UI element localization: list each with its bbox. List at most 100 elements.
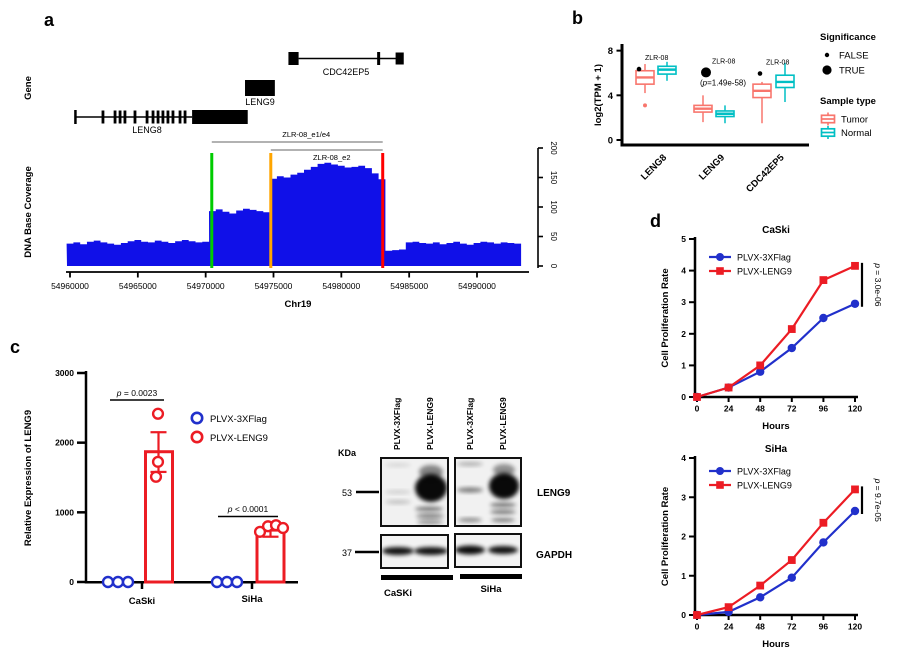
boxplot-y-axis-title: log2(TPM + 1) [593,64,604,126]
blot-band [419,465,443,479]
blot-band [414,547,448,555]
flag-data-point [220,575,234,589]
legend-marker [716,267,724,275]
caski-group-bar [381,575,453,580]
outlier-point [643,103,647,108]
series-point [819,313,828,323]
chr19-axis-tick-label: 54980000 [322,281,360,291]
panel-d-label: d [650,211,661,231]
cdc42ep5-gene-label: CDC42EP5 [323,67,370,77]
leng8-exon [123,110,127,124]
line-y-tick-label: 2 [681,329,686,339]
series-point [756,367,765,376]
blot-band [488,546,518,554]
blot-lane-label-4: PLVX-LENG9 [498,397,508,450]
blot-band [489,473,519,499]
zlr-sample-label: ZLR-08 [645,55,668,62]
legend-leng9-glyph [190,430,204,444]
expression-boxplot-chart: 0 4 8 log2(TPM + 1) ZLR-08 ZLR-08 (p=1.49e-58)… [593,32,876,195]
coverage-area [66,162,522,266]
legend-series-label: PLVX-LENG9 [737,267,792,277]
series-point [787,325,796,333]
leng8-gene-label: LENG8 [132,125,162,135]
line-x-tick-label: 96 [819,404,829,414]
blot-lane-label-1: PLVX-3XFlag [392,398,402,450]
leng8-exon [151,110,155,124]
cdc42ep5-exon [377,52,381,65]
blot-band [491,518,515,522]
line-x-tick-label: 48 [755,404,765,414]
series-point [756,581,765,590]
blot-band [490,510,516,514]
blot-band [417,520,443,524]
antibody-gapdh-label: GAPDH [536,550,572,561]
bar-y-tick-label: 1000 [55,507,74,517]
legend-marker [716,481,724,489]
series-line [696,302,856,399]
chr19-axis-tick-label: 54985000 [390,281,428,291]
leng9-data-point [253,525,267,538]
series-line [696,510,856,617]
series-point [850,299,860,308]
leng8-exon [183,110,187,124]
marker-53-label: 53 [342,488,352,498]
blot-cell-siha-label: SiHa [480,584,502,595]
series-point [851,485,859,494]
blot-bands-siha-gapdh [455,545,518,555]
bar-y-axis-title: Relative Expression of LENG9 [23,410,34,546]
legend-false-label: FALSE [839,51,869,62]
series-point [819,538,828,547]
boxplot-category-label: LENG9 [697,152,727,182]
blot-band [415,506,443,512]
leng8-exon [145,110,149,124]
line-x-axis-title: Hours [762,421,789,432]
line-x-tick-label: 24 [724,404,734,414]
blot-band [458,518,482,522]
legend-significance-title: Significance [820,32,876,43]
series-point [756,593,765,602]
line-y-tick-label: 1 [681,571,686,581]
bar-category-label: CaSki [129,596,155,607]
line-y-tick-label: 0 [681,392,686,402]
leng8-exon [156,110,160,124]
line-p-value: p = 3.0e-06 [873,262,883,307]
legend-series-label: PLVX-LENG9 [737,481,792,491]
line-y-tick-label: 4 [681,266,686,276]
series-point [787,556,796,564]
blot-band [385,490,411,494]
series-line [696,264,856,399]
legend-marker [716,467,724,475]
significance-dot [636,66,642,72]
line-x-tick-label: 72 [787,404,797,414]
coverage-axis-tick-label: 0 [549,264,558,269]
significance-dot [701,67,711,78]
series-point [851,261,859,270]
legend-sample-label: Tumor [841,115,868,126]
boxplot-y-tick-label: 8 [608,46,613,57]
line-x-tick-label: 120 [848,622,862,632]
western-blot: PLVX-3XFlag PLVX-LENG9 PLVX-3XFlag PLVX-… [338,397,572,599]
bar-y-tick-label: 3000 [55,368,74,378]
line-x-tick-label: 0 [695,622,700,632]
line-y-tick-label: 1 [681,360,686,370]
line-x-tick-label: 72 [787,622,797,632]
blot-band [457,462,483,466]
zlr-e2-label: ZLR-08_e2 [313,153,351,162]
boxplot-category-label: LENG8 [639,152,669,182]
blot-bands-caski-gapdh [382,547,448,555]
boxplot-y-tick-label: 0 [608,136,613,147]
blot-band [385,463,411,467]
marker-37-label: 37 [342,548,352,558]
line-x-tick-label: 96 [819,622,829,632]
leng9-bar [255,528,286,584]
chr19-axis-tick-label: 54970000 [187,281,225,291]
chr19-axis-tick-label: 54975000 [255,281,293,291]
series-point [724,383,733,392]
bar-y-tick-label: 0 [69,577,74,587]
line-y-tick-label: 5 [681,234,686,244]
blot-band [490,502,516,508]
flag-data-point [230,575,244,589]
flag-data-point [101,575,115,589]
line-x-tick-label: 0 [695,404,700,414]
